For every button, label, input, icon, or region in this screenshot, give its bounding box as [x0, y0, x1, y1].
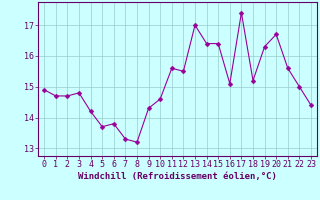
X-axis label: Windchill (Refroidissement éolien,°C): Windchill (Refroidissement éolien,°C) [78, 172, 277, 181]
